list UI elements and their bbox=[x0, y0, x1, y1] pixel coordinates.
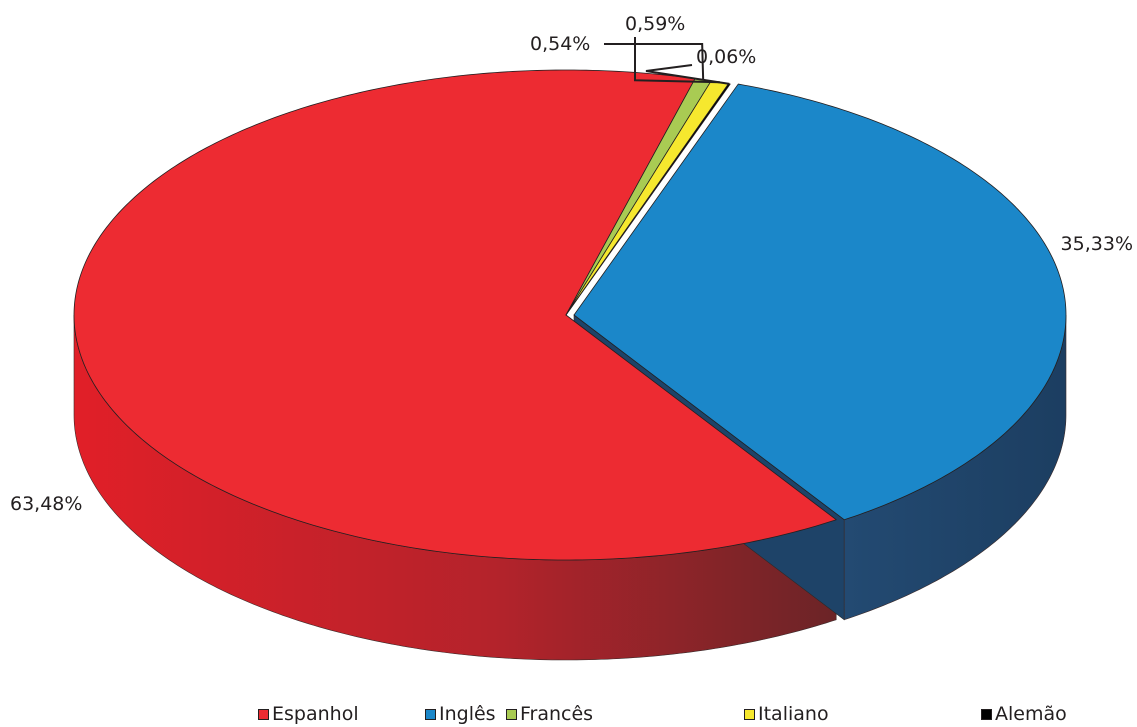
legend-item-italiano: Italiano bbox=[744, 702, 829, 727]
data-label-frances: 0,54% bbox=[530, 33, 590, 55]
legend-label-espanhol: Espanhol bbox=[272, 703, 359, 725]
legend-swatch-ingles bbox=[425, 709, 436, 720]
data-label-alemao: 0,06% bbox=[696, 46, 756, 68]
leader-line-frances bbox=[604, 43, 705, 80]
legend: Inglês Espanhol Francês Italiano Alemão bbox=[0, 702, 1137, 727]
legend-swatch-alemao bbox=[981, 709, 992, 720]
pie-chart: 35,33% 63,48% 0,54% 0,59% 0,06% bbox=[10, 13, 1133, 661]
legend-label-alemao: Alemão bbox=[995, 703, 1067, 725]
legend-item-frances: Francês bbox=[506, 702, 593, 727]
slice-ingles bbox=[573, 83, 1067, 521]
legend-item-alemao: Alemão bbox=[981, 702, 1067, 727]
legend-swatch-espanhol bbox=[258, 709, 269, 720]
legend-label-frances: Francês bbox=[520, 703, 594, 725]
leader-line-italiano bbox=[634, 37, 720, 84]
data-label-italiano: 0,59% bbox=[625, 13, 685, 35]
leader-line-alemao bbox=[645, 64, 730, 85]
legend-swatch-italiano bbox=[744, 709, 755, 720]
legend-swatch-frances bbox=[506, 709, 517, 720]
slice-espanhol bbox=[73, 69, 837, 561]
legend-item-ingles: Inglês bbox=[425, 702, 496, 727]
legend-label-ingles: Inglês bbox=[439, 703, 496, 725]
data-label-espanhol: 63,48% bbox=[10, 493, 82, 515]
data-label-ingles: 35,33% bbox=[1061, 233, 1133, 255]
legend-label-italiano: Italiano bbox=[758, 703, 829, 725]
legend-item-espanhol: Espanhol bbox=[258, 702, 359, 727]
